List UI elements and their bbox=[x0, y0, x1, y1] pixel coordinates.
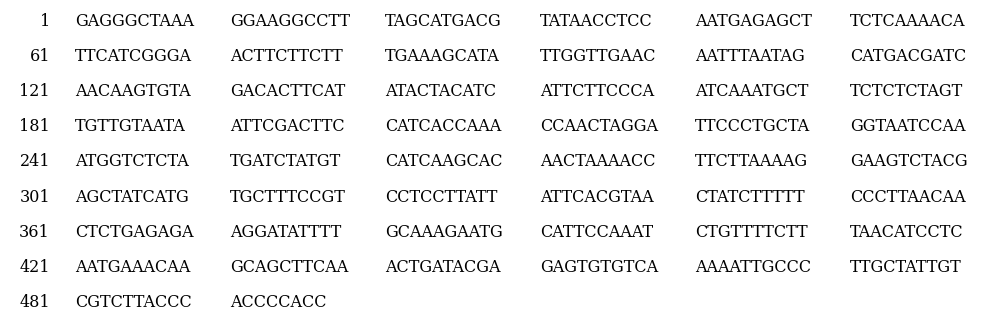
Text: TAACATCCTC: TAACATCCTC bbox=[850, 224, 964, 240]
Text: ACTTCTTCTT: ACTTCTTCTT bbox=[230, 48, 343, 65]
Text: TCTCTCTAGT: TCTCTCTAGT bbox=[850, 83, 963, 100]
Text: TGATCTATGT: TGATCTATGT bbox=[230, 153, 341, 170]
Text: TTGGTTGAAC: TTGGTTGAAC bbox=[540, 48, 656, 65]
Text: GGTAATCCAA: GGTAATCCAA bbox=[850, 118, 966, 135]
Text: CATCACCAAA: CATCACCAAA bbox=[385, 118, 501, 135]
Text: 301: 301 bbox=[19, 188, 50, 205]
Text: ATGGTCTCTA: ATGGTCTCTA bbox=[75, 153, 189, 170]
Text: ATCAAATGCT: ATCAAATGCT bbox=[695, 83, 808, 100]
Text: CATTCCAAAT: CATTCCAAAT bbox=[540, 224, 653, 240]
Text: ATACTACATC: ATACTACATC bbox=[385, 83, 496, 100]
Text: ACTGATACGA: ACTGATACGA bbox=[385, 259, 501, 276]
Text: CCCTTAACAA: CCCTTAACAA bbox=[850, 188, 966, 205]
Text: 361: 361 bbox=[19, 224, 50, 240]
Text: TGCTTTCCGT: TGCTTTCCGT bbox=[230, 188, 346, 205]
Text: TTCCCTGCTA: TTCCCTGCTA bbox=[695, 118, 810, 135]
Text: AGGATATTTT: AGGATATTTT bbox=[230, 224, 341, 240]
Text: ATTCTTCCCA: ATTCTTCCCA bbox=[540, 83, 654, 100]
Text: AATGAAACAA: AATGAAACAA bbox=[75, 259, 190, 276]
Text: TATAACCTCC: TATAACCTCC bbox=[540, 13, 653, 30]
Text: GACACTTCAT: GACACTTCAT bbox=[230, 83, 345, 100]
Text: TAGCATGACG: TAGCATGACG bbox=[385, 13, 502, 30]
Text: TGAAAGCATA: TGAAAGCATA bbox=[385, 48, 500, 65]
Text: TGTTGTAATA: TGTTGTAATA bbox=[75, 118, 186, 135]
Text: CCTCCTTATT: CCTCCTTATT bbox=[385, 188, 497, 205]
Text: AGCTATCATG: AGCTATCATG bbox=[75, 188, 189, 205]
Text: AATGAGAGCT: AATGAGAGCT bbox=[695, 13, 812, 30]
Text: CATCAAGCAC: CATCAAGCAC bbox=[385, 153, 503, 170]
Text: CTATCTTTTT: CTATCTTTTT bbox=[695, 188, 805, 205]
Text: GAGGGCTAAA: GAGGGCTAAA bbox=[75, 13, 194, 30]
Text: CTCTGAGAGA: CTCTGAGAGA bbox=[75, 224, 194, 240]
Text: ATTCGACTTC: ATTCGACTTC bbox=[230, 118, 345, 135]
Text: 61: 61 bbox=[30, 48, 50, 65]
Text: GGAAGGCCTT: GGAAGGCCTT bbox=[230, 13, 350, 30]
Text: TTCTTAAAAG: TTCTTAAAAG bbox=[695, 153, 808, 170]
Text: CCAACTAGGA: CCAACTAGGA bbox=[540, 118, 658, 135]
Text: TTCATCGGGA: TTCATCGGGA bbox=[75, 48, 192, 65]
Text: 181: 181 bbox=[19, 118, 50, 135]
Text: AACAAGTGTA: AACAAGTGTA bbox=[75, 83, 191, 100]
Text: AACTAAAACC: AACTAAAACC bbox=[540, 153, 655, 170]
Text: GCAAAGAATG: GCAAAGAATG bbox=[385, 224, 503, 240]
Text: 241: 241 bbox=[20, 153, 50, 170]
Text: TCTCAAAACA: TCTCAAAACA bbox=[850, 13, 966, 30]
Text: ACCCCACC: ACCCCACC bbox=[230, 294, 326, 311]
Text: 481: 481 bbox=[19, 294, 50, 311]
Text: 1: 1 bbox=[40, 13, 50, 30]
Text: CGTCTTACCC: CGTCTTACCC bbox=[75, 294, 192, 311]
Text: TTGCTATTGT: TTGCTATTGT bbox=[850, 259, 962, 276]
Text: 121: 121 bbox=[19, 83, 50, 100]
Text: 421: 421 bbox=[20, 259, 50, 276]
Text: CATGACGATC: CATGACGATC bbox=[850, 48, 966, 65]
Text: ATTCACGTAA: ATTCACGTAA bbox=[540, 188, 654, 205]
Text: AAAATTGCCC: AAAATTGCCC bbox=[695, 259, 811, 276]
Text: AATTTAATAG: AATTTAATAG bbox=[695, 48, 805, 65]
Text: CTGTTTTCTT: CTGTTTTCTT bbox=[695, 224, 808, 240]
Text: GAGTGTGTCA: GAGTGTGTCA bbox=[540, 259, 658, 276]
Text: GCAGCTTCAA: GCAGCTTCAA bbox=[230, 259, 348, 276]
Text: GAAGTCTACG: GAAGTCTACG bbox=[850, 153, 968, 170]
